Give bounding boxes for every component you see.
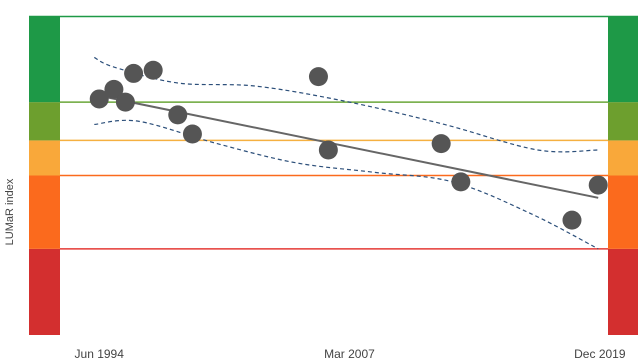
data-points [89, 60, 608, 230]
condition-bands [29, 16, 638, 335]
band-right-2 [608, 140, 638, 176]
x-tick-label: Mar 2007 [324, 347, 375, 361]
band-right-4 [608, 16, 638, 103]
x-tick-label: Dec 2019 [574, 347, 626, 361]
data-point-11[interactable] [562, 210, 582, 230]
data-point-9[interactable] [431, 134, 451, 154]
band-right-1 [608, 175, 638, 249]
data-point-3[interactable] [124, 63, 144, 83]
band-left-0 [29, 248, 60, 335]
data-point-2[interactable] [115, 92, 135, 112]
data-point-4[interactable] [143, 60, 163, 80]
band-right-3 [608, 102, 638, 141]
data-point-7[interactable] [308, 67, 328, 87]
threshold-lines [29, 15, 638, 250]
data-point-0[interactable] [89, 89, 109, 109]
data-point-6[interactable] [182, 124, 202, 144]
data-point-12[interactable] [588, 175, 608, 195]
band-left-3 [29, 102, 60, 141]
confidence-band [94, 56, 599, 250]
confidence-upper [94, 56, 599, 153]
data-point-10[interactable] [451, 172, 471, 192]
confidence-lower [94, 119, 599, 250]
band-left-1 [29, 175, 60, 249]
data-point-5[interactable] [168, 105, 188, 125]
band-right-0 [608, 248, 638, 335]
y-axis-label: LUMaR index [4, 178, 16, 245]
data-point-1[interactable] [104, 79, 124, 99]
data-point-8[interactable] [318, 140, 338, 160]
x-axis-ticks: Jun 1994 Mar 2007 Dec 2019 [75, 347, 626, 361]
x-tick-label: Jun 1994 [75, 347, 125, 361]
band-left-4 [29, 16, 60, 103]
band-left-2 [29, 140, 60, 176]
